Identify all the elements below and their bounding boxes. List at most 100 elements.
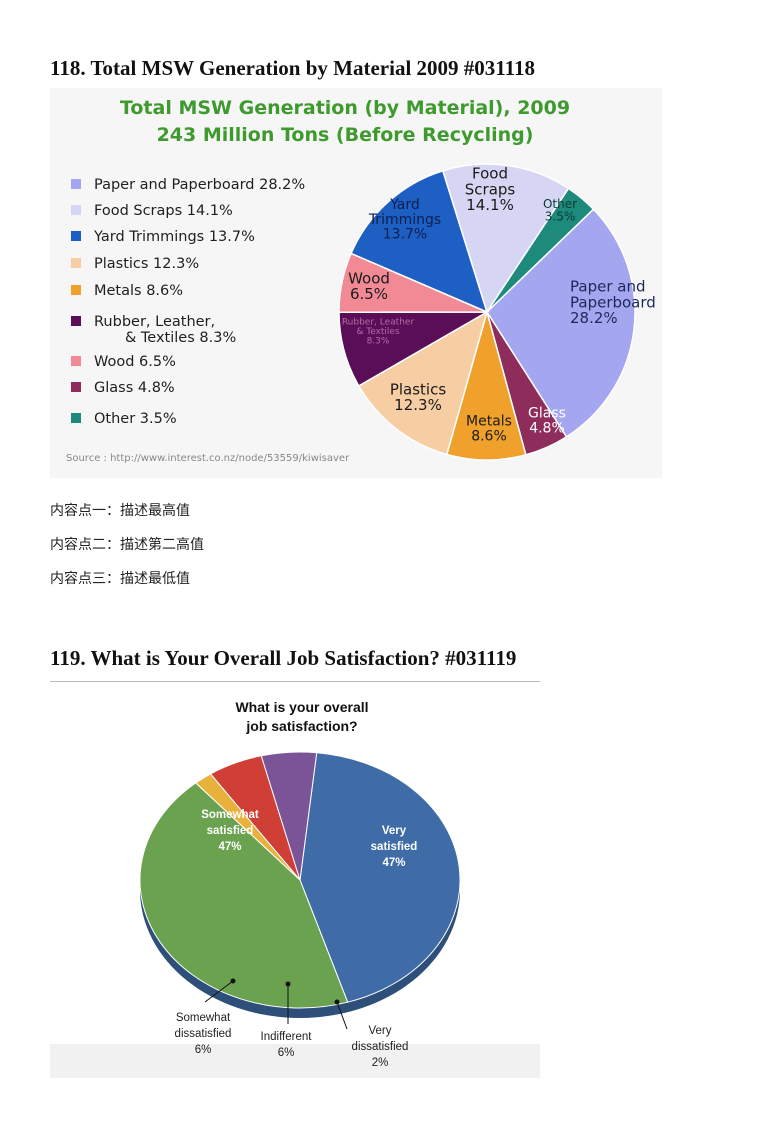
job-leader-dot-indifferent (285, 981, 291, 987)
msw-legend-swatch-metals (71, 285, 81, 295)
job-slice-label-somewhat-satisfied-line-3: 47% (218, 841, 241, 853)
msw-slice-paper-and-paperboard (486, 208, 636, 438)
job-chart-title: What is your overall job satisfaction? (235, 699, 368, 734)
msw-slice-label-food-scraps-line-1: Food (472, 165, 508, 183)
msw-slice-label-food-scraps: Food Scraps 14.1% (465, 165, 516, 215)
msw-slice-label-rubber-leather-textiles-line-1: Rubber, Leather (342, 318, 415, 328)
section-divider (50, 681, 540, 682)
job-slice-somewhat-satisfied (299, 752, 461, 1003)
section-title-118: 118. Total MSW Generation by Material 20… (50, 56, 535, 80)
job-slice-label-very-dissatisfied: Very dissatisfied 2% (352, 1025, 409, 1069)
job-leader-dot-somewhat-dissatisfied (230, 978, 236, 984)
msw-slice-label-paper-and-paperboard: Paper and Paperboard 28.2% (570, 278, 656, 328)
msw-slice-label-wood-line-2: 6.5% (350, 285, 388, 303)
job-chart-title-text: What is your overall job satisfaction? (235, 699, 368, 734)
msw-legend-label-other: Other 3.5% (94, 411, 177, 427)
msw-legend-label-rubber-leather-textiles-line-1: Rubber, Leather, (94, 314, 215, 330)
msw-slice-label-other-line-1: Other (543, 197, 577, 211)
msw-slice-label-rubber-leather-textiles-line-2: & Textiles (356, 327, 400, 337)
job-leader-dot-very-dissatisfied (334, 999, 340, 1005)
msw-slice-label-food-scraps-line-3: 14.1% (466, 196, 514, 214)
section-title-119: 119. What is Your Overall Job Satisfacti… (50, 646, 517, 670)
msw-legend-swatch-yard-trimmings (71, 231, 81, 241)
job-slice-labels: Somewhat satisfied 47%Very satisfied 47%Very… (175, 809, 418, 1069)
job-slice-label-very-dissatisfied-line-2: dissatisfied (352, 1041, 409, 1053)
msw-legend-label-glass-line-1: Glass 4.8% (94, 380, 175, 396)
job-slice-label-somewhat-dissatisfied-line-2: dissatisfied (175, 1028, 232, 1040)
msw-slice-yard-trimmings (350, 169, 489, 314)
job-slice-label-somewhat-satisfied-line-2: satisfied (207, 825, 254, 837)
msw-legend-swatch-other (71, 413, 81, 423)
msw-legend-label-plastics: Plastics 12.3% (94, 256, 199, 272)
job-slice-label-very-satisfied-line-3: 47% (382, 857, 405, 869)
job-chart: What is your overall job satisfaction? So… (50, 684, 540, 1078)
job-slice-very-satisfied (139, 782, 349, 1009)
msw-slice-plastics (357, 310, 489, 456)
msw-legend-label-metals: Metals 8.6% (94, 283, 183, 299)
job-chart-title-line-1: What is your overall (235, 699, 368, 715)
msw-legend-label-plastics-line-1: Plastics 12.3% (94, 256, 199, 272)
msw-slice-label-yard-trimmings-line-2: Trimmings (368, 212, 441, 228)
job-slice-somewhat-dissatisfied (260, 751, 318, 881)
msw-slice-label-yard-trimmings-line-1: Yard (389, 197, 420, 213)
job-slice-label-somewhat-satisfied-line-1: Somewhat (201, 809, 259, 821)
msw-slice-label-other: Other 3.5% (543, 197, 577, 224)
msw-legend-label-paper-and-paperboard: Paper and Paperboard 28.2% (94, 177, 305, 193)
msw-slice-label-metals-line-1: Metals (466, 414, 512, 430)
msw-legend-label-rubber-leather-textiles-line-2: & Textiles 8.3% (125, 330, 236, 346)
job-pie (139, 751, 461, 1018)
msw-legend-label-wood-line-1: Wood 6.5% (94, 354, 176, 370)
job-slice-label-somewhat-dissatisfied: Somewhat dissatisfied 6% (175, 1012, 232, 1056)
msw-slice-label-metals: Metals 8.6% (466, 414, 512, 445)
msw-legend-swatch-paper-and-paperboard (71, 179, 81, 189)
msw-legend-swatch-rubber-leather-textiles (71, 316, 81, 326)
job-slice-label-indifferent-line-2: 6% (278, 1047, 295, 1059)
msw-slice-labels: Paper and Paperboard 28.2% Glass 4.8% Metals 8… (342, 165, 656, 445)
msw-slice-label-paper-and-paperboard-line-3: 28.2% (570, 309, 618, 327)
msw-slice-label-rubber-leather-textiles: Rubber, Leather & Textiles 8.3% (342, 318, 415, 347)
msw-chart: Total MSW Generation (by Material), 2009… (50, 88, 662, 478)
msw-slice-label-food-scraps-line-2: Scraps (465, 180, 516, 198)
msw-slice-label-plastics: Plastics 12.3% (390, 380, 447, 414)
job-slice-label-somewhat-dissatisfied-line-1: Somewhat (176, 1012, 231, 1024)
msw-slice-label-glass-line-2: 4.8% (529, 420, 565, 436)
msw-legend-swatch-glass (71, 382, 81, 392)
msw-slice-label-plastics-line-2: 12.3% (394, 396, 442, 414)
content-note-1: 内容点一：描述最高值 (50, 503, 190, 519)
job-leader-line-somewhat-dissatisfied (204, 980, 234, 1003)
msw-pie (338, 163, 636, 461)
msw-legend-label-food-scraps-line-1: Food Scraps 14.1% (94, 203, 233, 219)
msw-slice-food-scraps (441, 163, 570, 314)
msw-slice-label-paper-and-paperboard-line-2: Paperboard (570, 293, 656, 311)
msw-legend-label-other-line-1: Other 3.5% (94, 411, 177, 427)
job-slice-label-indifferent: Indifferent 6% (261, 1031, 313, 1059)
msw-legend-label-yard-trimmings-line-1: Yard Trimmings 13.7% (93, 229, 255, 245)
job-slice-label-somewhat-dissatisfied-line-3: 6% (195, 1044, 212, 1056)
msw-legend-swatch-food-scraps (71, 205, 81, 215)
content-note-3: 内容点三：描述最低值 (50, 571, 190, 587)
msw-chart-subtitle: 243 Million Tons (Before Recycling) (157, 124, 534, 146)
msw-source-text: Source : http://www.interest.co.nz/node/… (66, 453, 350, 464)
msw-legend-label-rubber-leather-textiles: Rubber, Leather, & Textiles 8.3% (94, 314, 236, 346)
job-slice-label-very-dissatisfied-line-1: Very (368, 1025, 391, 1037)
msw-legend-swatch-wood (71, 356, 81, 366)
msw-slice-label-paper-and-paperboard-line-1: Paper and (570, 278, 645, 296)
msw-slice-label-wood-line-1: Wood (348, 269, 390, 287)
msw-legend-label-food-scraps: Food Scraps 14.1% (94, 203, 233, 219)
job-slice-label-indifferent-line-1: Indifferent (261, 1031, 313, 1043)
msw-slice-label-plastics-line-1: Plastics (390, 380, 447, 398)
msw-legend: Paper and Paperboard 28.2% Food Scraps 14… (71, 177, 305, 427)
msw-legend-label-paper-and-paperboard-line-1: Paper and Paperboard 28.2% (94, 177, 305, 193)
msw-legend-swatch-plastics (71, 258, 81, 268)
msw-slice-other (486, 187, 595, 313)
msw-slice-label-yard-trimmings-line-3: 13.7% (383, 227, 427, 243)
msw-slice-label-yard-trimmings: Yard Trimmings 13.7% (368, 197, 441, 242)
msw-legend-label-wood: Wood 6.5% (94, 354, 176, 370)
job-chart-footer-band (50, 1044, 540, 1078)
msw-slice-label-glass: Glass 4.8% (528, 406, 566, 437)
job-leader-line-very-dissatisfied (336, 1001, 348, 1030)
job-slice-label-somewhat-satisfied: Somewhat satisfied 47% (201, 809, 259, 853)
job-slice-label-very-satisfied-line-2: satisfied (371, 841, 418, 853)
msw-slice-label-wood: Wood 6.5% (348, 269, 390, 303)
content-note-2: 内容点二：描述第二高值 (50, 537, 204, 553)
